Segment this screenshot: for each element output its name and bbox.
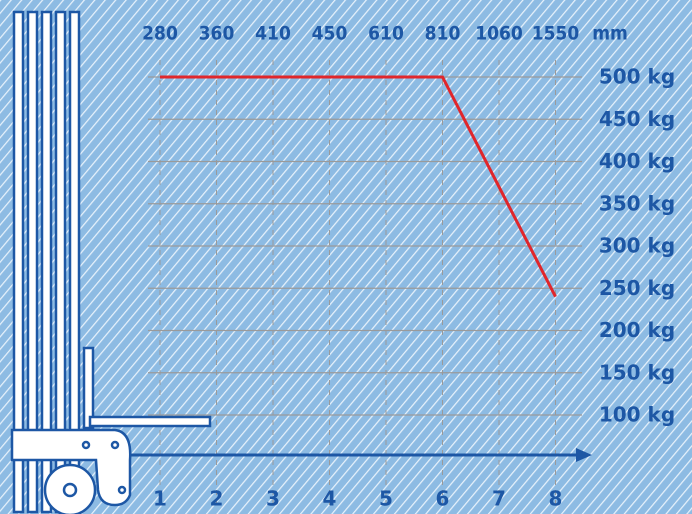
x-tick-label: 6 [436, 487, 450, 511]
unit-label: mm [592, 23, 628, 45]
x-tick-label: 7 [492, 487, 506, 511]
y-tick-label: 350 kg [599, 191, 675, 215]
y-tick-label: 150 kg [599, 360, 675, 384]
top-label: 410 [255, 23, 291, 45]
y-tick-label: 500 kg [599, 65, 675, 89]
y-tick-label: 300 kg [599, 234, 675, 258]
top-label: 1550 [532, 23, 580, 45]
top-label: 280 [142, 23, 178, 45]
top-label: 360 [199, 23, 235, 45]
x-tick-label: 4 [323, 487, 337, 511]
axis-arrow [576, 448, 592, 462]
top-label: 1060 [475, 23, 523, 45]
x-tick-label: 5 [379, 487, 393, 511]
x-tick-label: 2 [210, 487, 224, 511]
x-tick-label: 3 [266, 487, 280, 511]
x-tick-label: 8 [549, 487, 563, 511]
top-label: 810 [425, 23, 461, 45]
top-label: 610 [368, 23, 404, 45]
y-tick-label: 100 kg [599, 403, 675, 427]
y-tick-label: 200 kg [599, 318, 675, 342]
x-tick-label: 1 [153, 487, 167, 511]
trolley [10, 10, 212, 514]
data-line [160, 75, 557, 298]
top-label: 450 [312, 23, 348, 45]
y-tick-label: 250 kg [599, 276, 675, 300]
y-tick-label: 400 kg [599, 149, 675, 173]
y-tick-label: 450 kg [599, 107, 675, 131]
